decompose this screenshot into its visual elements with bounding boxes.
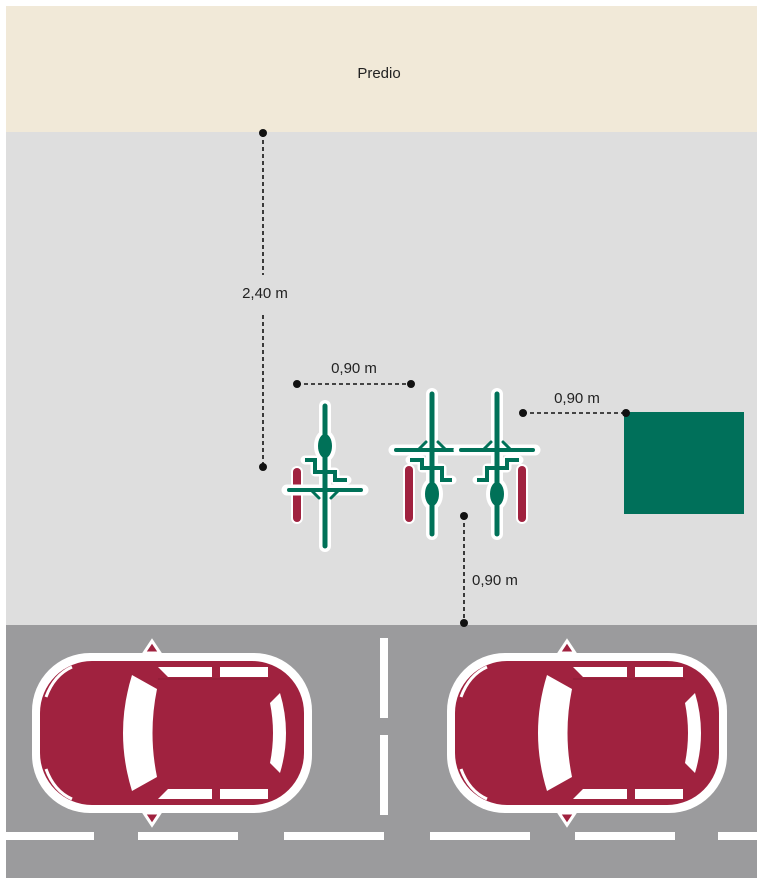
bike-spacing-label: 0,90 m: [331, 360, 377, 377]
sidewalk-area: [6, 132, 757, 625]
object-clearance-label: 0,90 m: [554, 390, 600, 407]
setback-dimension: 2,40 m: [242, 129, 288, 471]
road-center-marking: [380, 638, 388, 815]
parked-car-right-icon: [445, 639, 729, 827]
obstacle-block: [624, 412, 744, 514]
bike-spacing-dimension: 0,90 m: [293, 360, 415, 388]
curb-clearance-label: 0,90 m: [472, 572, 518, 589]
curb-clearance-dimension: 0,90 m: [460, 512, 518, 627]
road-lane-marking: [6, 832, 757, 840]
bike-racks: [291, 464, 528, 524]
parked-car-left-icon: [30, 639, 314, 827]
object-clearance-dimension: 0,90 m: [519, 390, 630, 417]
property-area: [6, 6, 757, 132]
setback-label: 2,40 m: [242, 285, 288, 302]
property-label: Predio: [357, 65, 400, 82]
